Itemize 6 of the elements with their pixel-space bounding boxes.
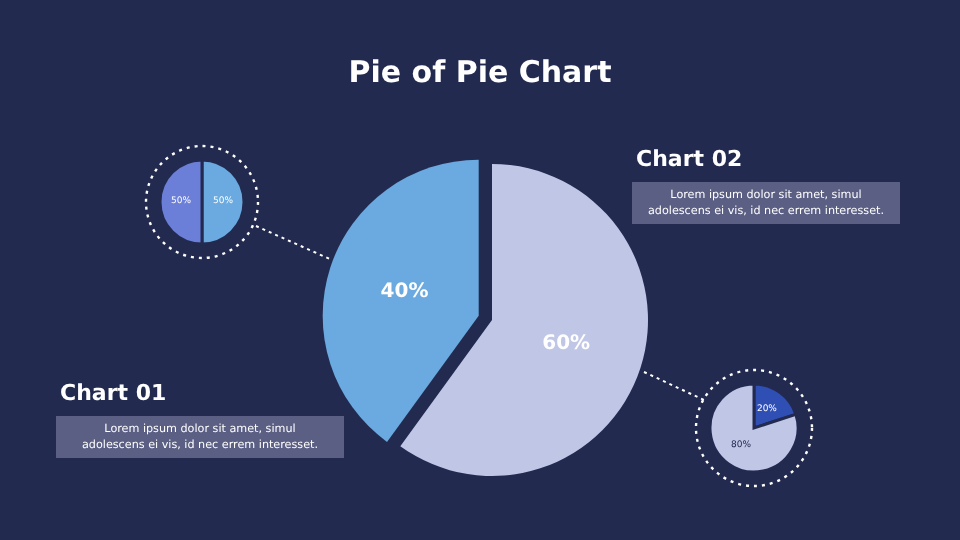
chart-title: Pie of Pie Chart — [348, 54, 612, 90]
pie-slice — [708, 382, 800, 474]
caption: Chart 01 — [60, 380, 167, 406]
data-label: 40% — [380, 280, 429, 303]
caption: Chart 02 — [636, 146, 743, 172]
data-label: 60% — [542, 333, 591, 356]
